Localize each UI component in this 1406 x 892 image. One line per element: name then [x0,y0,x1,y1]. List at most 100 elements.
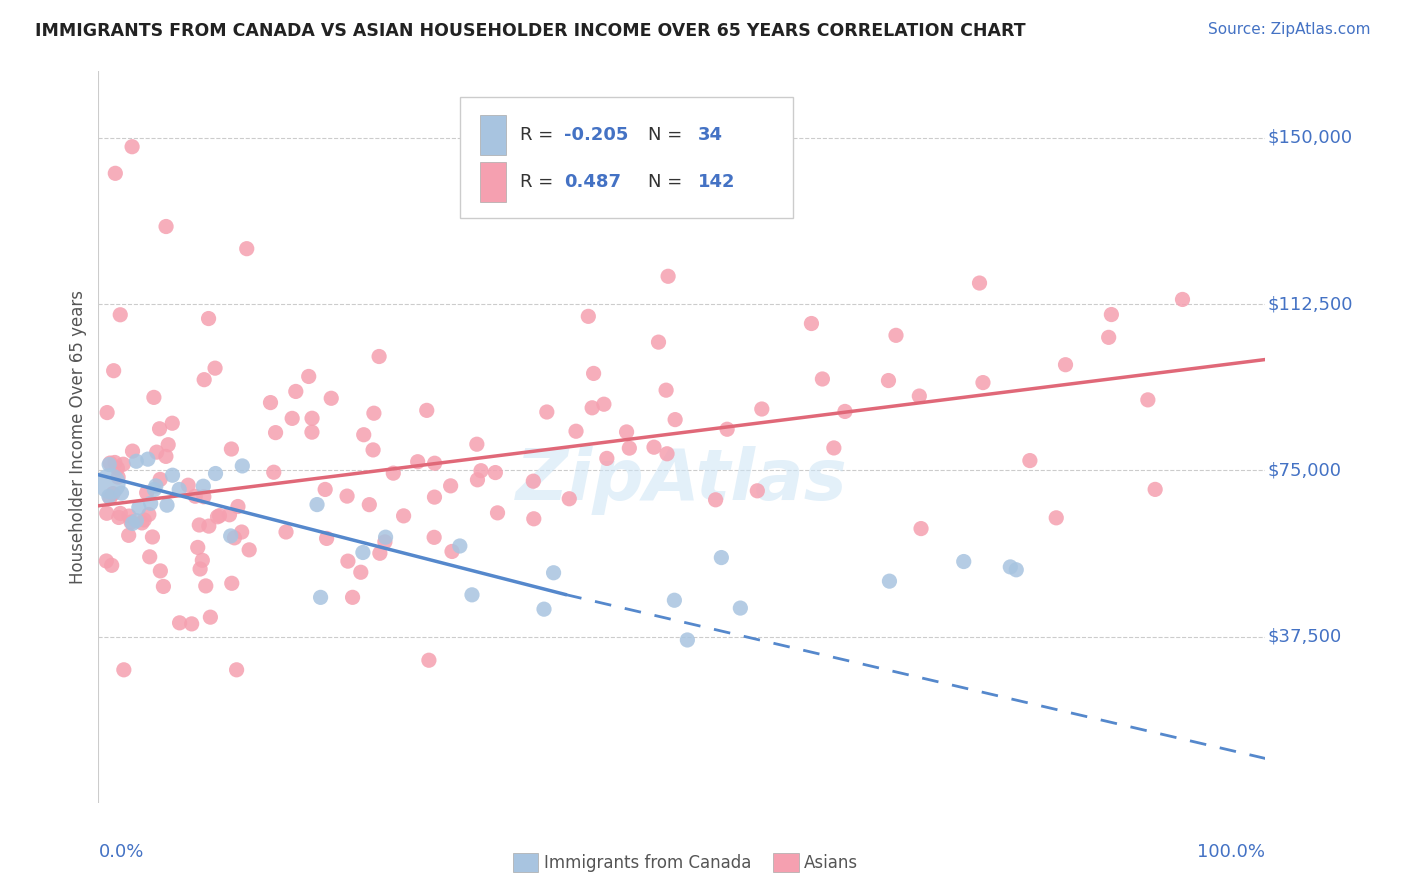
Point [298,369,321,384]
Point [219,529,242,543]
Bar [479,114,506,154]
Point [167,483,190,497]
Point [363,406,385,420]
Point [1054,358,1077,372]
Point [449,539,471,553]
Point [221,442,243,456]
Point [98,456,121,470]
Point [141,530,163,544]
Text: -0.205: -0.205 [564,126,628,144]
Point [120,515,142,529]
Point [193,479,215,493]
Point [558,491,581,506]
Point [169,615,191,630]
Point [118,509,141,524]
Text: N =: N = [648,126,688,144]
Point [908,389,931,403]
Point [392,508,415,523]
Point [197,311,219,326]
Point [128,500,150,515]
Point [177,478,200,492]
Point [231,524,253,539]
Point [96,554,118,568]
Point [710,550,733,565]
Point [1099,308,1122,322]
Text: $75,000: $75,000 [1268,461,1341,479]
Point [655,383,678,397]
Point [156,498,179,512]
Point [704,492,727,507]
Text: 34: 34 [699,126,723,144]
Point [374,534,396,549]
Point [321,392,343,406]
Point [1144,483,1167,497]
Point [238,542,260,557]
Text: N =: N = [648,173,688,191]
Point [184,489,207,503]
Point [107,510,129,524]
Point [440,479,463,493]
Point [465,437,488,451]
Point [716,422,738,436]
Point [221,576,243,591]
Point [226,500,249,514]
Point [191,553,214,567]
Point [162,416,184,430]
Point [664,593,686,607]
Point [98,491,121,505]
Point [593,397,616,411]
Point [423,530,446,544]
Point [616,425,638,439]
Point [104,166,127,180]
Point [148,422,170,436]
Point [118,528,141,542]
FancyBboxPatch shape [460,97,793,218]
Point [314,483,336,497]
Point [1098,330,1121,344]
Bar [513,853,538,872]
Y-axis label: Householder Income Over 65 years: Householder Income Over 65 years [69,290,87,584]
Point [301,411,323,425]
Point [368,350,391,364]
Point [194,579,217,593]
Point [112,663,135,677]
Point [730,601,752,615]
Point [98,476,121,491]
Point [470,464,492,478]
Point [309,591,332,605]
Point [423,456,446,470]
Point [218,508,240,522]
Point [138,549,160,564]
Point [523,512,546,526]
Point [198,519,221,533]
Point [884,328,907,343]
Point [152,579,174,593]
Point [664,412,686,426]
Point [96,406,118,420]
Text: $37,500: $37,500 [1268,628,1341,646]
Point [1000,560,1022,574]
Point [576,310,599,324]
Point [187,541,209,555]
Point [121,444,143,458]
Point [315,532,337,546]
Point [155,450,177,464]
Point [259,395,281,409]
Text: IMMIGRANTS FROM CANADA VS ASIAN HOUSEHOLDER INCOME OVER 65 YEARS CORRELATION CHA: IMMIGRANTS FROM CANADA VS ASIAN HOUSEHOL… [35,22,1026,40]
Point [747,483,769,498]
Bar [479,162,506,202]
Point [157,438,180,452]
Point [1005,563,1028,577]
Point [139,496,162,510]
Point [1045,511,1067,525]
Point [204,361,226,376]
Point [235,242,257,256]
Text: Asians: Asians [804,854,858,871]
Point [543,566,565,580]
Point [657,269,679,284]
Text: Immigrants from Canada: Immigrants from Canada [544,854,751,871]
Text: 100.0%: 100.0% [1198,843,1265,861]
Point [131,516,153,530]
Text: ZipAtlas: ZipAtlas [516,447,848,516]
Point [263,465,285,479]
